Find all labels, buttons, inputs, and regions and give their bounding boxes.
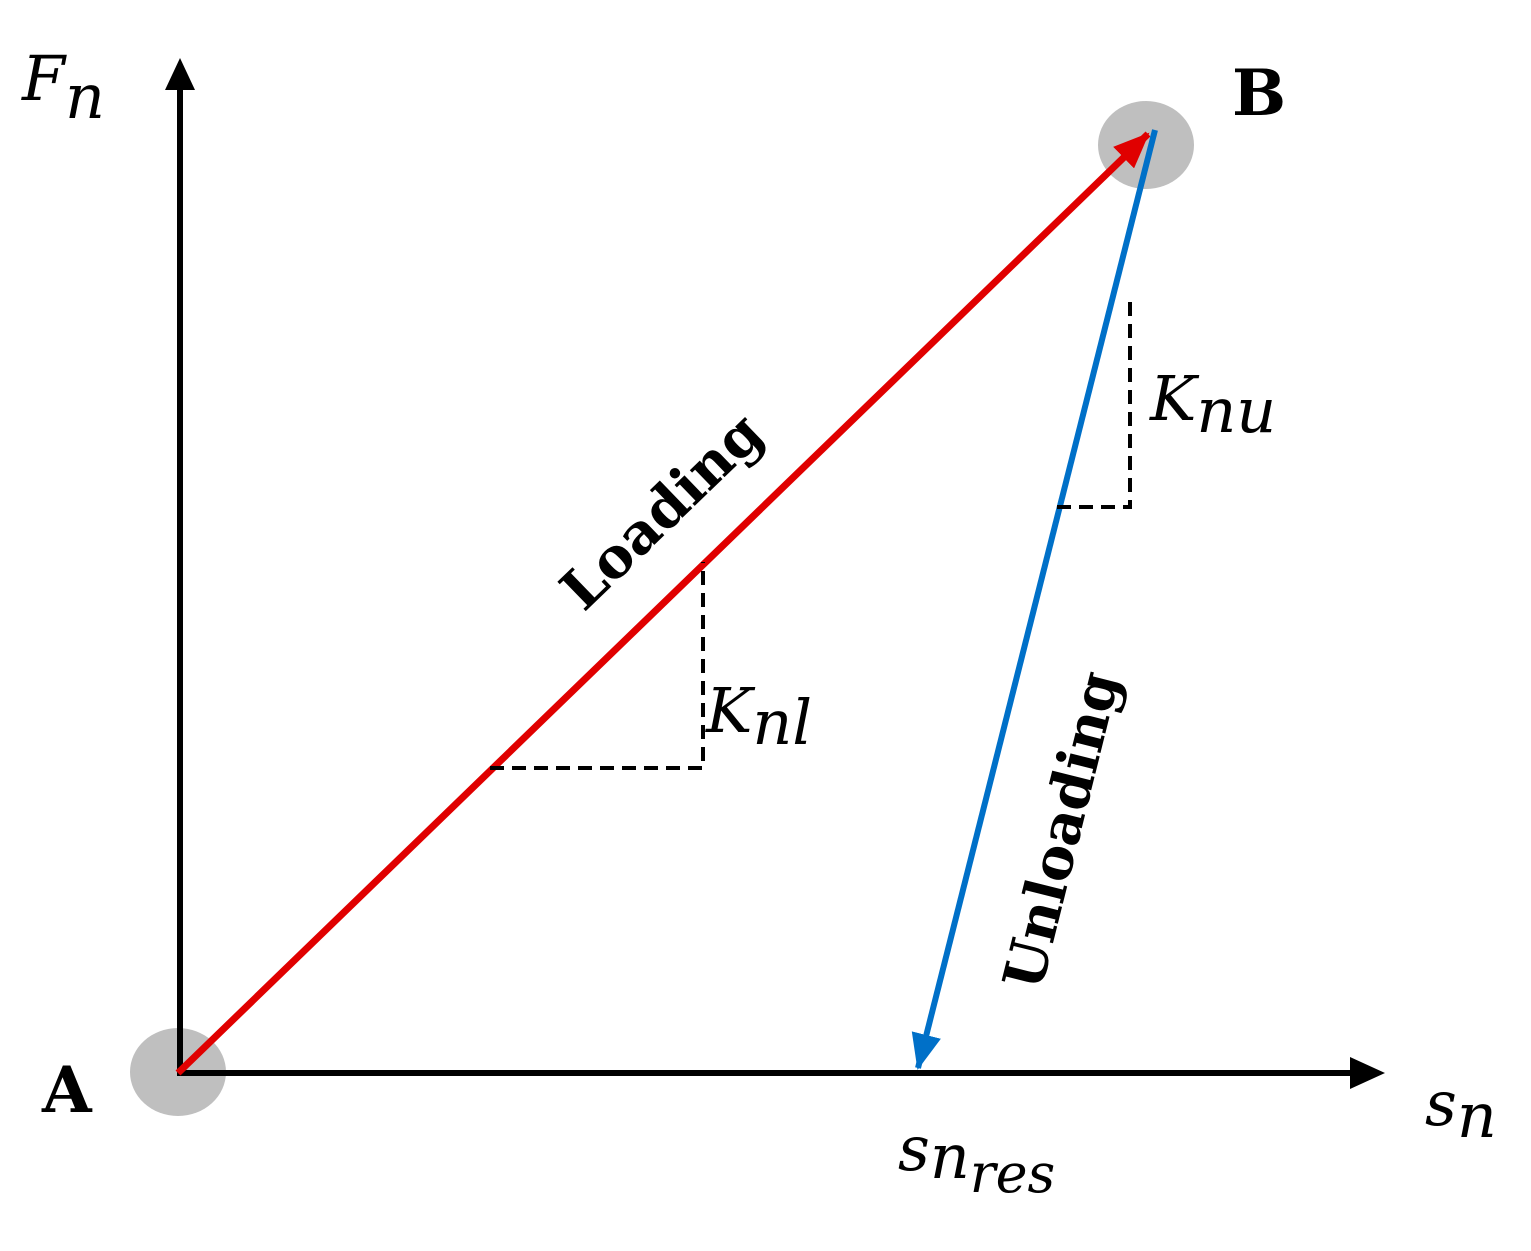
label-sub: n [930,1120,970,1193]
point-a-label: A [41,1053,93,1128]
unloading-slope-triangle [1057,298,1132,509]
label-base: K [1149,362,1200,435]
residual-label: snres [898,1112,1055,1205]
loading-slope-triangle [490,562,705,770]
x-axis-arrow [1350,1057,1385,1089]
unloading-label: Unloading [990,665,1133,996]
label-sub: nu [1196,374,1276,447]
label-sub: n [1457,1079,1497,1152]
label-base: K [705,674,756,747]
loading-label: Loading [548,400,776,623]
label-sub: nl [752,686,812,759]
point-b-label: B [1232,56,1286,131]
y-axis-arrow [165,58,195,90]
y-axis-label: Fn [21,42,105,133]
loading-slope-label: Knl [705,674,812,759]
x-axis-label: sn [1425,1067,1497,1152]
label-base: s [898,1112,930,1185]
unloading-slope-label: Knu [1149,362,1276,447]
label-base: s [1425,1067,1457,1140]
unloading-line [911,129,1158,1070]
label-sub: n [65,60,105,133]
loading-line [175,131,1151,1076]
label-base: F [21,42,67,115]
label-subsub: res [970,1142,1055,1205]
